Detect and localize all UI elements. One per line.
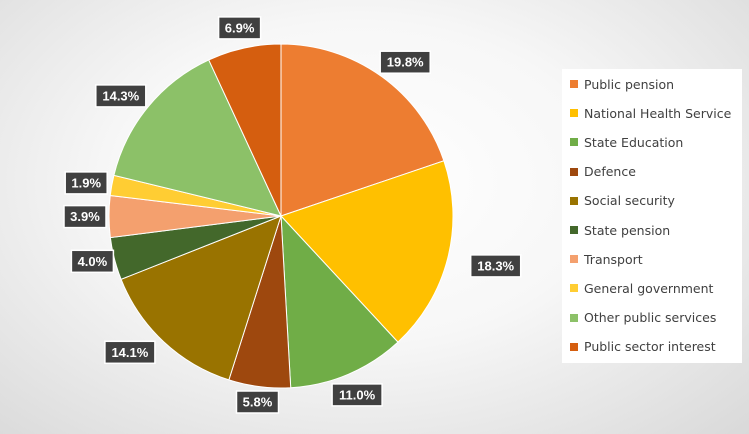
data-label-text: 19.8% (387, 55, 424, 70)
legend-item-general-government: General government (570, 279, 713, 297)
data-label-box (379, 50, 431, 74)
data-label-state-education: 11.0% (331, 383, 383, 407)
data-label-box (95, 84, 147, 108)
data-label-text: 3.9% (70, 209, 100, 224)
legend-label: Social security (584, 193, 675, 209)
legend-item-social-security: Social security (570, 192, 675, 210)
data-label-other-public-services: 14.3% (95, 84, 147, 108)
legend-item-national-health-service: National Health Service (570, 104, 731, 122)
data-label-box (235, 390, 280, 414)
data-label-box (104, 340, 156, 365)
legend-item-public-sector-interest: Public sector interest (570, 338, 716, 356)
data-label-general-government: 1.9% (64, 171, 108, 195)
legend-label: State pension (584, 222, 671, 238)
legend-label: National Health Service (584, 105, 732, 121)
data-label-text: 18.3% (477, 258, 514, 273)
data-label-defence: 5.8% (235, 390, 280, 414)
legend-item-defence: Defence (570, 163, 636, 181)
legend-item-other-public-services: Other public services (570, 309, 716, 327)
legend-label: General government (584, 280, 714, 296)
legend-swatch (570, 167, 578, 176)
pie-slice-national-health-service (280, 160, 454, 343)
data-label-text: 14.3% (102, 88, 139, 103)
legend-label: Transport (584, 251, 643, 267)
data-label-public-pension: 19.8% (379, 50, 431, 74)
pie-slice-state-education (280, 214, 399, 389)
legend-swatch (570, 226, 578, 234)
pie-slice-public-pension (280, 43, 445, 217)
legend-swatch (570, 109, 578, 118)
pie-slices (108, 43, 454, 389)
data-label-text: 6.9% (225, 20, 255, 35)
legend-swatch (570, 342, 578, 351)
legend-item-public-pension: Public pension (570, 75, 674, 93)
data-label-box (331, 383, 383, 407)
data-label-text: 5.8% (243, 395, 273, 410)
legend-swatch (570, 284, 578, 293)
legend-label: Public pension (584, 76, 675, 92)
data-label-box (70, 249, 115, 274)
legend-swatch (570, 313, 578, 322)
legend-label: Other public services (584, 310, 717, 326)
legend-label: State Education (584, 134, 684, 150)
legend-swatch (570, 196, 578, 205)
legend-swatch (570, 138, 578, 147)
data-labels: 19.8% 18.3% 11.0% 5.8% 14.1% 4.0% 3.9% 1.9% 14.3… (63, 16, 522, 414)
data-label-social-security: 14.1% (104, 340, 156, 365)
data-label-box (64, 171, 108, 195)
data-label-box (63, 204, 107, 229)
data-label-text: 11.0% (339, 387, 376, 402)
pie-slice-social-security (120, 215, 282, 381)
data-label-text: 1.9% (71, 175, 101, 190)
pie-slice-other-public-services (113, 59, 282, 217)
legend: Public pension National Health Service Sta… (562, 69, 742, 363)
legend-label: Public sector interest (584, 339, 716, 355)
legend-item-state-education: State Education (570, 133, 683, 151)
legend-swatch (570, 80, 578, 88)
legend-item-transport: Transport (570, 250, 643, 268)
legend-swatch (570, 255, 578, 264)
data-label-box (217, 16, 262, 40)
data-label-state-pension: 4.0% (70, 249, 115, 274)
data-label-text: 4.0% (78, 254, 108, 269)
data-label-text: 14.1% (111, 345, 148, 360)
data-label-transport: 3.9% (63, 204, 107, 229)
legend-item-state-pension: State pension (570, 221, 670, 239)
data-label-public-sector-interest: 6.9% (217, 16, 262, 40)
legend-label: Defence (584, 164, 636, 180)
data-label-box (469, 254, 522, 278)
data-label-national-health-service: 18.3% (469, 254, 522, 278)
pie-slice-public-sector-interest (208, 43, 282, 217)
